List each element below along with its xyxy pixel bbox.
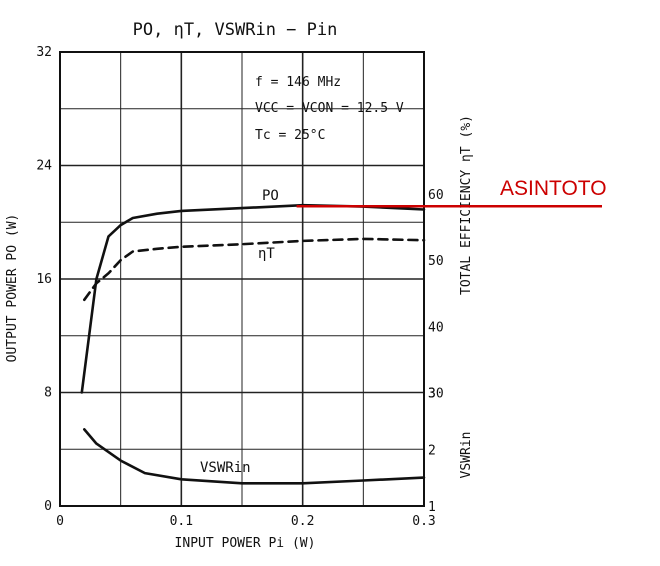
chart-title: PO, ηT, VSWRin − Pin	[133, 20, 338, 40]
series-labels: PO ηT VSWRin	[200, 188, 279, 476]
y-tick-label-left: 32	[36, 45, 52, 60]
y-tick-label-vswr: 1	[428, 500, 436, 515]
x-tick-label: 0.2	[291, 514, 314, 529]
plot-frame	[59, 51, 425, 507]
series-label-0: PO	[262, 188, 279, 204]
x-tick-label: 0.1	[170, 514, 193, 529]
series-line-2	[83, 428, 426, 485]
y-tick-label-efficiency: 40	[428, 320, 444, 335]
y-axis-label-right-vswr: VSWRin	[459, 432, 474, 479]
y-tick-label-efficiency: 60	[428, 188, 444, 203]
annotation-group: ASINTOTO	[296, 177, 607, 208]
y-tick-label-left: 16	[36, 272, 52, 287]
x-axis-label: INPUT POWER Pi (W)	[175, 536, 316, 551]
y-tick-label-vswr: 3	[428, 387, 436, 402]
series-line-1	[83, 237, 426, 302]
condition-frequency: f = 146 MHz	[255, 75, 341, 90]
tick-labels: 0 0.1 0.2 0.3 0 8 16 24 32 30 40 50 60 1 2 3	[36, 45, 443, 529]
y-tick-label-efficiency: 30	[428, 387, 444, 402]
grid	[59, 51, 425, 507]
x-tick-label: 0	[56, 514, 64, 529]
y-tick-label-efficiency: 50	[428, 254, 444, 269]
series-label-2: VSWRin	[200, 460, 251, 476]
y-tick-label-left: 0	[44, 499, 52, 514]
condition-temperature: Tc = 25°C	[255, 128, 325, 143]
y-tick-label-vswr: 2	[428, 443, 436, 458]
y-tick-label-left: 24	[36, 159, 52, 174]
series-label-1: ηT	[258, 246, 275, 262]
annotation-label: ASINTOTO	[500, 177, 607, 200]
x-tick-label: 0.3	[412, 514, 435, 529]
y-tick-label-left: 8	[44, 386, 52, 401]
y-axis-label-left: OUTPUT POWER PO (W)	[5, 214, 20, 363]
